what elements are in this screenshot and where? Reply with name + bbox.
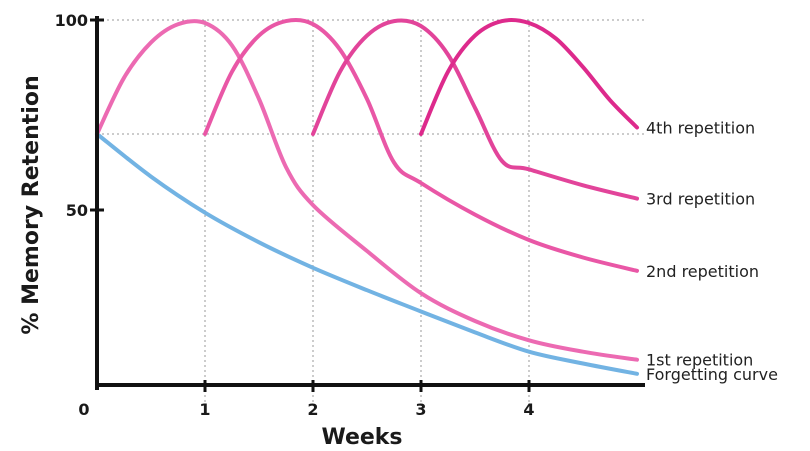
series-line-1st-repetition bbox=[95, 18, 639, 362]
axis-ticks: 0 1 2 3 4 50 100 bbox=[55, 11, 535, 419]
x-axis-title: Weeks bbox=[321, 425, 402, 450]
x-tick-label: 3 bbox=[415, 400, 426, 419]
series-lines bbox=[95, 17, 639, 376]
x-tick-label: 2 bbox=[307, 400, 318, 419]
series-line-4th-repetition bbox=[419, 18, 639, 136]
series-line-forgetting-curve bbox=[95, 132, 639, 376]
series-label-4th-repetition: 4th repetition bbox=[646, 119, 755, 138]
series-label-2nd-repetition: 2nd repetition bbox=[646, 262, 759, 281]
grid-guides bbox=[97, 19, 645, 402]
x-tick-label: 0 bbox=[78, 400, 89, 419]
y-axis-title: % Memory Retention bbox=[19, 75, 44, 334]
y-tick-label: 100 bbox=[55, 11, 88, 30]
axes bbox=[95, 16, 645, 390]
series-line-3rd-repetition bbox=[311, 18, 639, 201]
series-label-3rd-repetition: 3rd repetition bbox=[646, 190, 755, 209]
series-label-forgetting-curve: Forgetting curve bbox=[646, 365, 778, 384]
series-label-1st-repetition: 1st repetition bbox=[646, 351, 753, 370]
y-tick-label: 50 bbox=[66, 201, 88, 220]
x-tick-label: 1 bbox=[199, 400, 210, 419]
series-line-2nd-repetition bbox=[203, 17, 639, 273]
x-tick-label: 4 bbox=[523, 400, 534, 419]
